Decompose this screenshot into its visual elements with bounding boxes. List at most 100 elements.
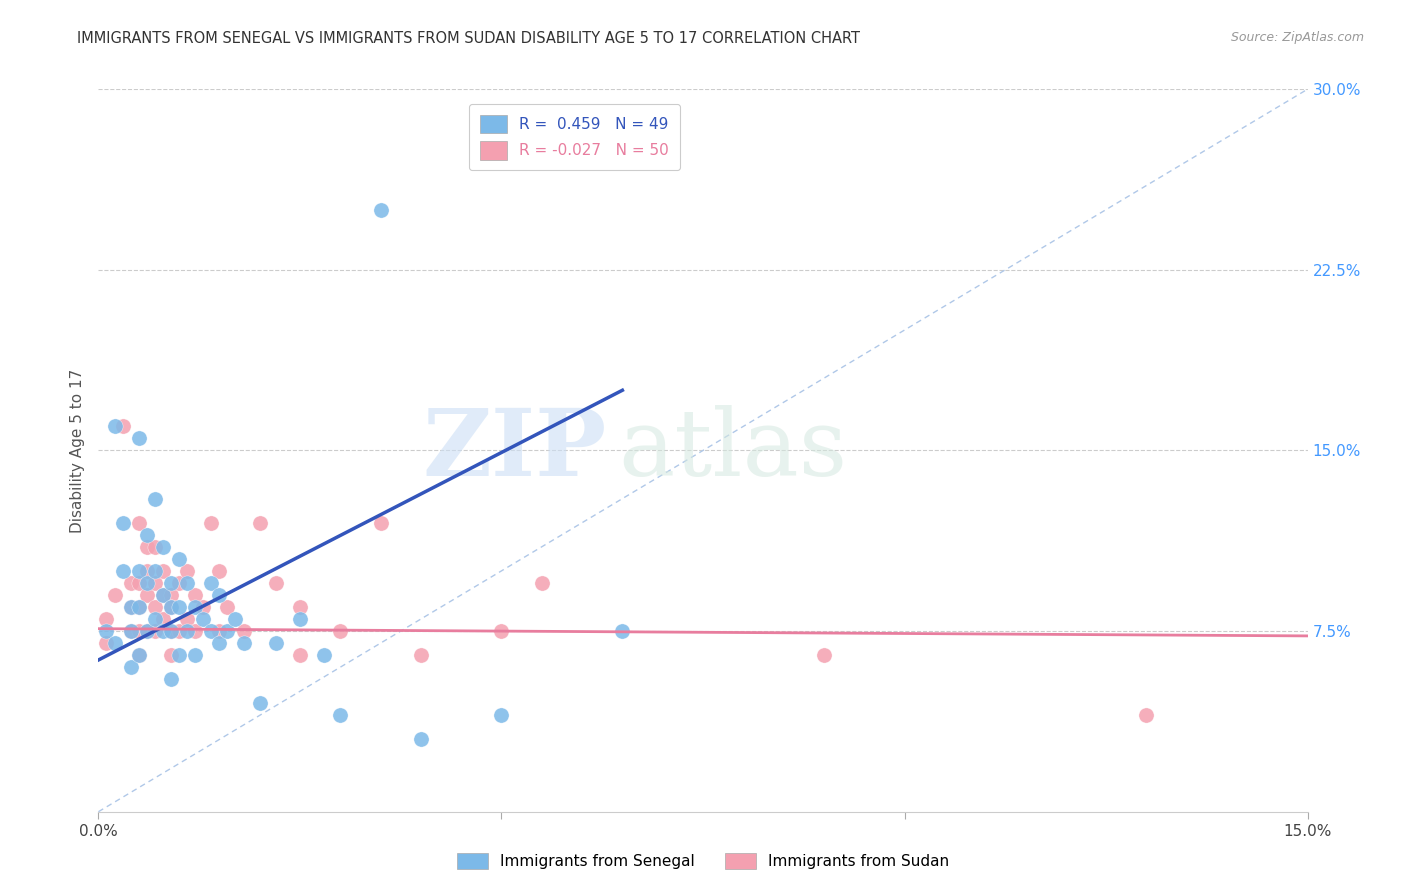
Point [128,648,150,662]
Point [208,624,231,639]
Text: Source: ZipAtlas.com: Source: ZipAtlas.com [1230,31,1364,45]
Text: atlas: atlas [619,406,848,495]
Point [152,564,174,578]
Point [167,624,190,639]
Point [111,516,134,530]
Point [193,599,215,614]
Point [193,612,215,626]
Point [167,599,190,614]
Point [217,599,239,614]
Point [208,588,231,602]
Point [160,599,183,614]
Point [111,419,134,434]
Point [200,516,222,530]
Point [176,576,198,591]
Point [120,624,142,639]
Point [208,564,231,578]
Point [160,673,183,687]
Point [103,636,125,650]
Point [135,527,157,541]
Point [143,564,166,578]
Point [96,636,118,650]
Point [143,599,166,614]
Point [103,588,125,602]
Point [264,576,287,591]
Point [135,588,157,602]
Point [135,540,157,554]
Point [184,624,207,639]
Point [128,431,150,445]
Point [160,648,183,662]
Point [314,648,336,662]
Point [160,576,183,591]
Point [491,708,513,723]
Point [143,540,166,554]
Point [120,576,142,591]
Point [329,708,352,723]
Point [120,599,142,614]
Text: ZIP: ZIP [422,406,606,495]
Point [249,696,271,710]
Point [152,588,174,602]
Point [184,648,207,662]
Point [120,624,142,639]
Point [143,491,166,506]
Point [111,564,134,578]
Point [288,599,311,614]
Point [329,624,352,639]
Point [370,202,392,217]
Point [128,564,150,578]
Point [128,599,150,614]
Point [208,636,231,650]
Text: IMMIGRANTS FROM SENEGAL VS IMMIGRANTS FROM SUDAN DISABILITY AGE 5 TO 17 CORRELAT: IMMIGRANTS FROM SENEGAL VS IMMIGRANTS FR… [77,31,860,46]
Point [152,588,174,602]
Point [176,624,198,639]
Point [160,624,183,639]
Point [128,516,150,530]
Point [409,648,432,662]
Point [264,636,287,650]
Point [1135,708,1157,723]
Point [160,599,183,614]
Point [409,732,432,747]
Point [491,624,513,639]
Point [612,624,634,639]
Point [135,624,157,639]
Point [152,624,174,639]
Point [530,576,553,591]
Point [232,636,254,650]
Y-axis label: Disability Age 5 to 17: Disability Age 5 to 17 [69,368,84,533]
Point [120,599,142,614]
Point [143,624,166,639]
Point [152,612,174,626]
Legend: R =  0.459   N = 49, R = -0.027   N = 50: R = 0.459 N = 49, R = -0.027 N = 50 [468,104,679,170]
Point [217,624,239,639]
Point [200,624,222,639]
Point [103,419,125,434]
Point [135,624,157,639]
Point [96,612,118,626]
Point [249,516,271,530]
Point [184,588,207,602]
Point [288,612,311,626]
Point [232,624,254,639]
Point [128,624,150,639]
Point [96,624,118,639]
Point [167,551,190,566]
Point [813,648,835,662]
Point [143,576,166,591]
Point [167,648,190,662]
Point [128,648,150,662]
Point [128,599,150,614]
Point [128,576,150,591]
Point [143,612,166,626]
Point [135,564,157,578]
Point [120,660,142,674]
Legend: Immigrants from Senegal, Immigrants from Sudan: Immigrants from Senegal, Immigrants from… [451,847,955,875]
Point [176,612,198,626]
Point [135,576,157,591]
Point [224,612,246,626]
Point [184,599,207,614]
Point [288,648,311,662]
Point [167,576,190,591]
